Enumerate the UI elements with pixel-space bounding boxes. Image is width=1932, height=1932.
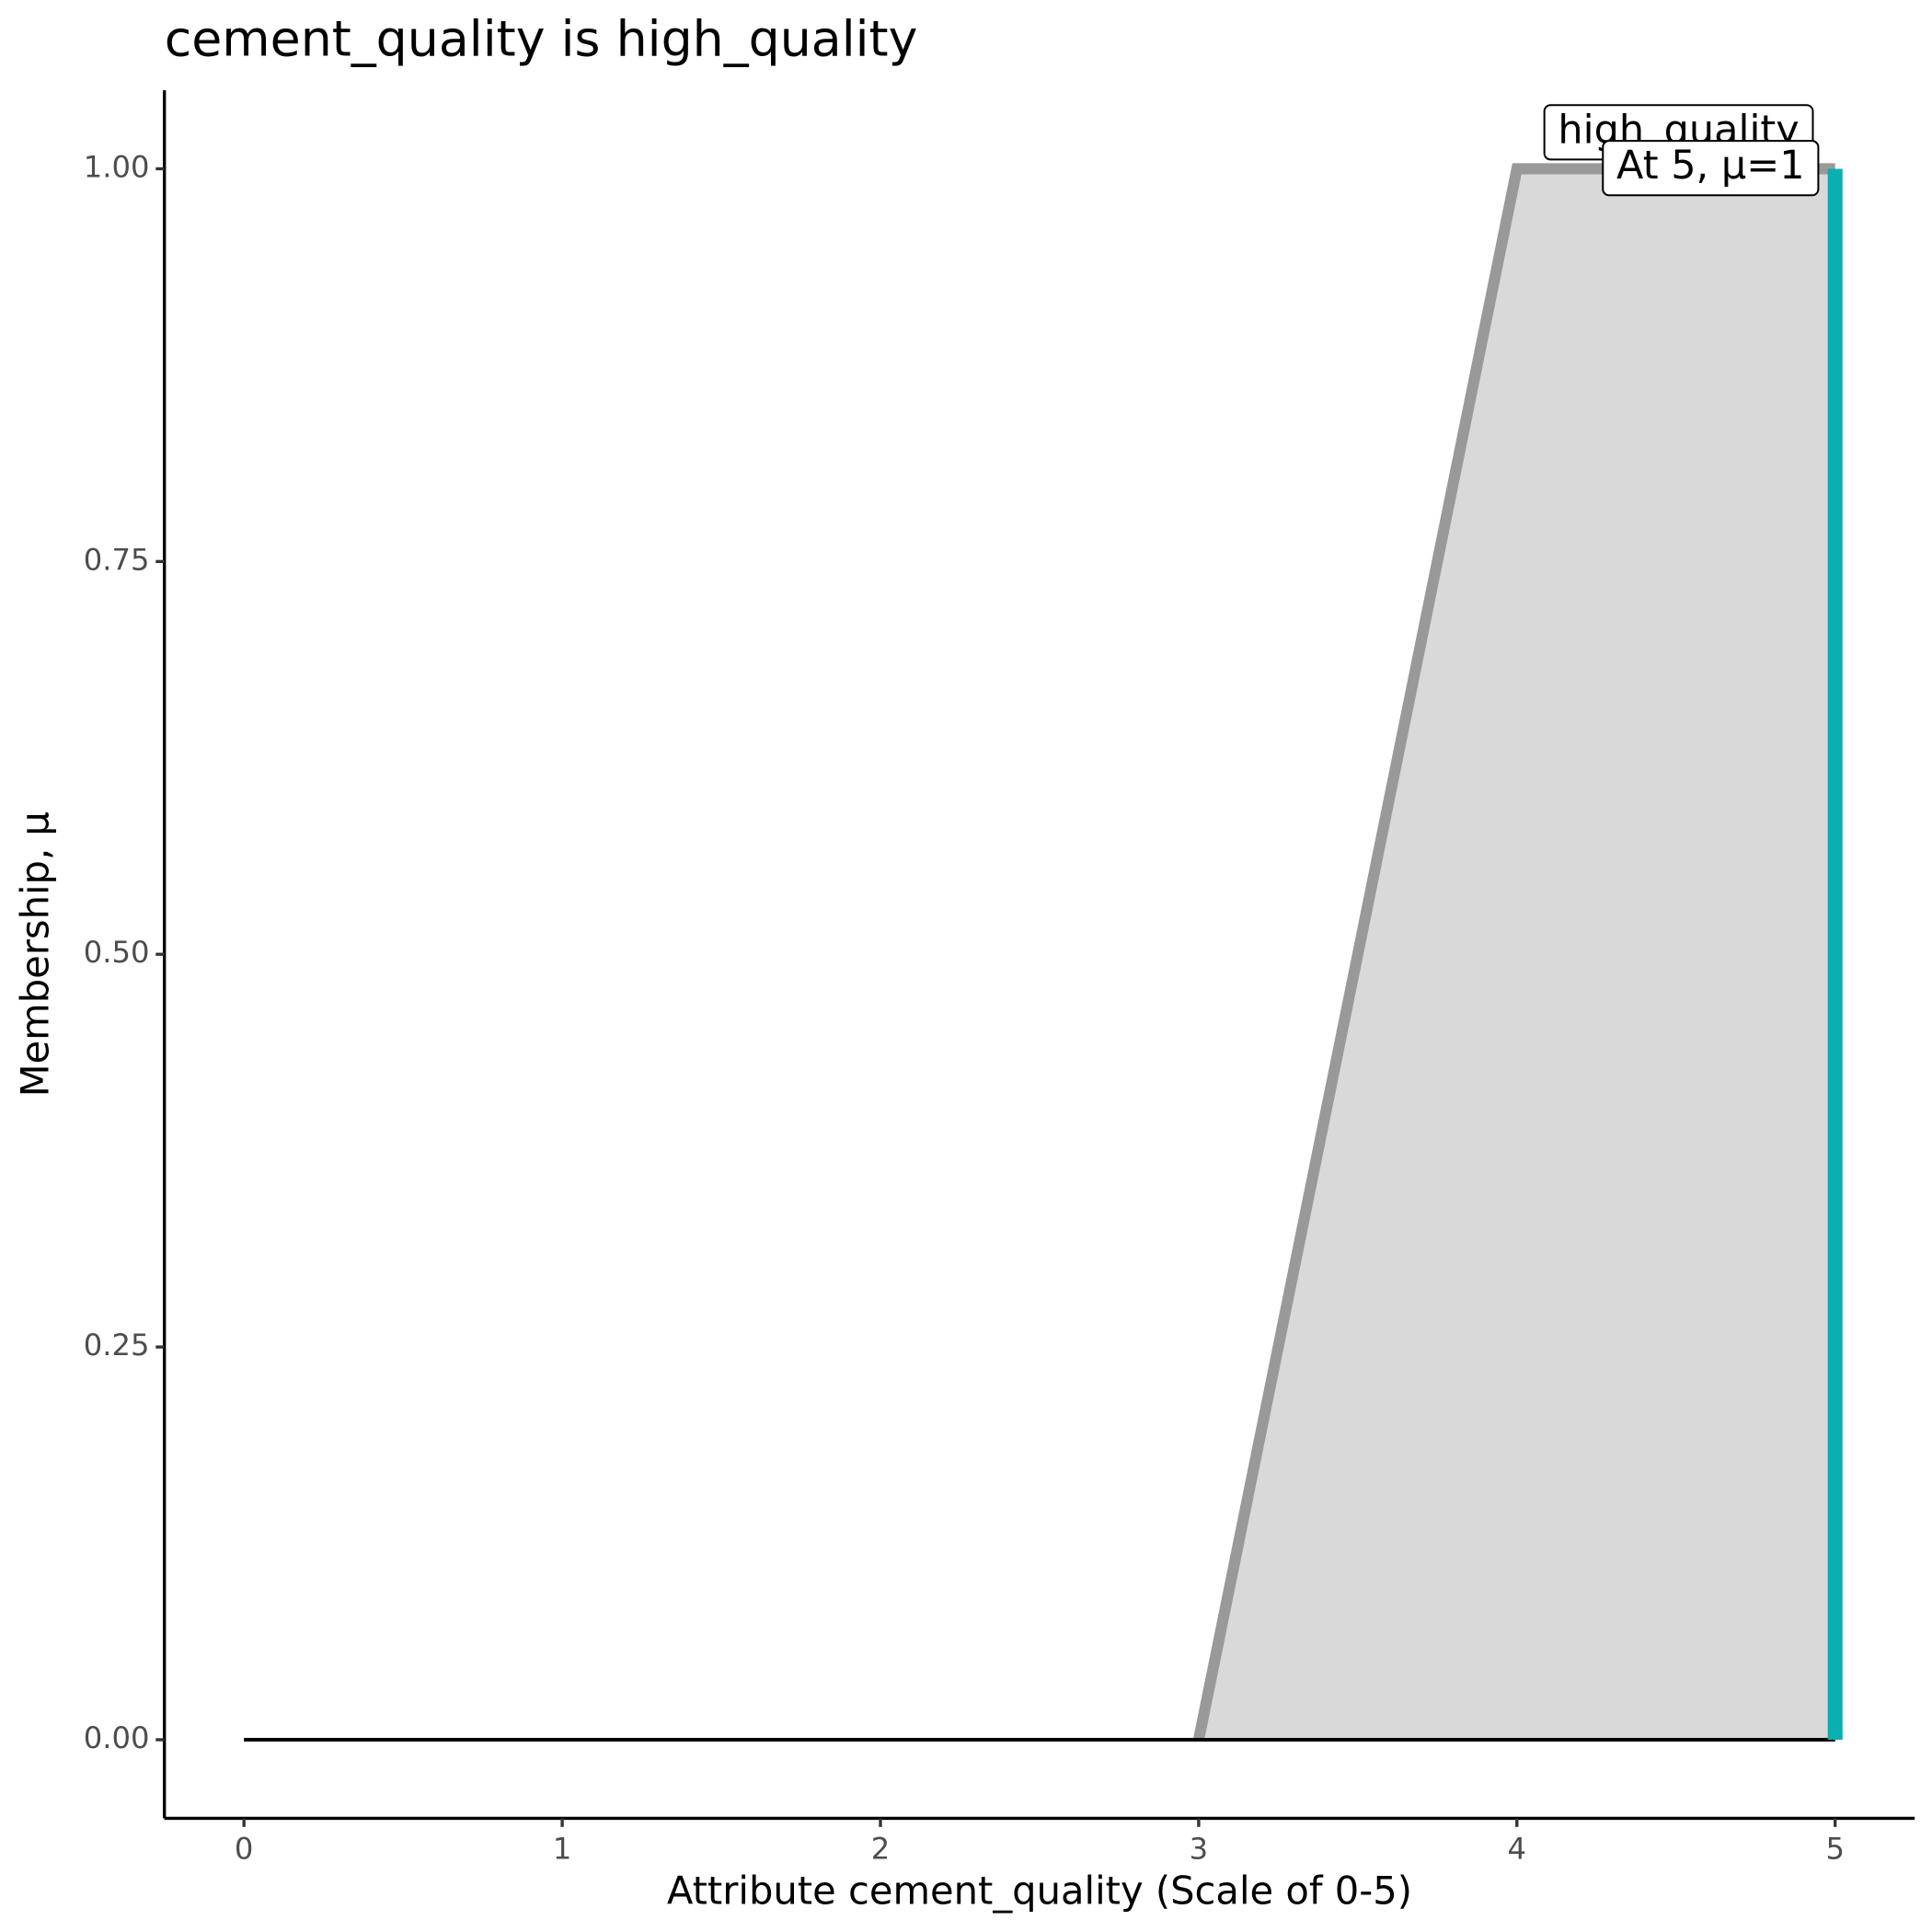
y-tick-label: 0.00 — [84, 1720, 150, 1755]
chart-title: cement_quality is high_quality — [165, 9, 918, 67]
x-tick-label: 2 — [871, 1831, 891, 1866]
x-tick-label: 1 — [553, 1831, 572, 1866]
annotation: At 5, μ=1 — [1602, 140, 1820, 197]
x-axis-label: Attribute cement_quality (Scale of 0-5) — [667, 1868, 1412, 1913]
y-tick-label: 0.75 — [84, 542, 150, 577]
y-tick-label: 0.50 — [84, 935, 150, 970]
y-tick-label: 0.25 — [84, 1328, 150, 1363]
x-tick-label: 3 — [1190, 1831, 1209, 1866]
y-axis-label: Membership, μ — [13, 811, 58, 1097]
x-tick-label: 5 — [1825, 1831, 1845, 1866]
annotation-text: At 5, μ=1 — [1616, 143, 1805, 189]
annotation-box — [1602, 140, 1820, 197]
x-tick-label: 0 — [235, 1831, 254, 1866]
area-fill — [1198, 168, 1835, 1741]
y-tick-label: 1.00 — [84, 149, 150, 184]
x-tick-label: 4 — [1508, 1831, 1527, 1866]
